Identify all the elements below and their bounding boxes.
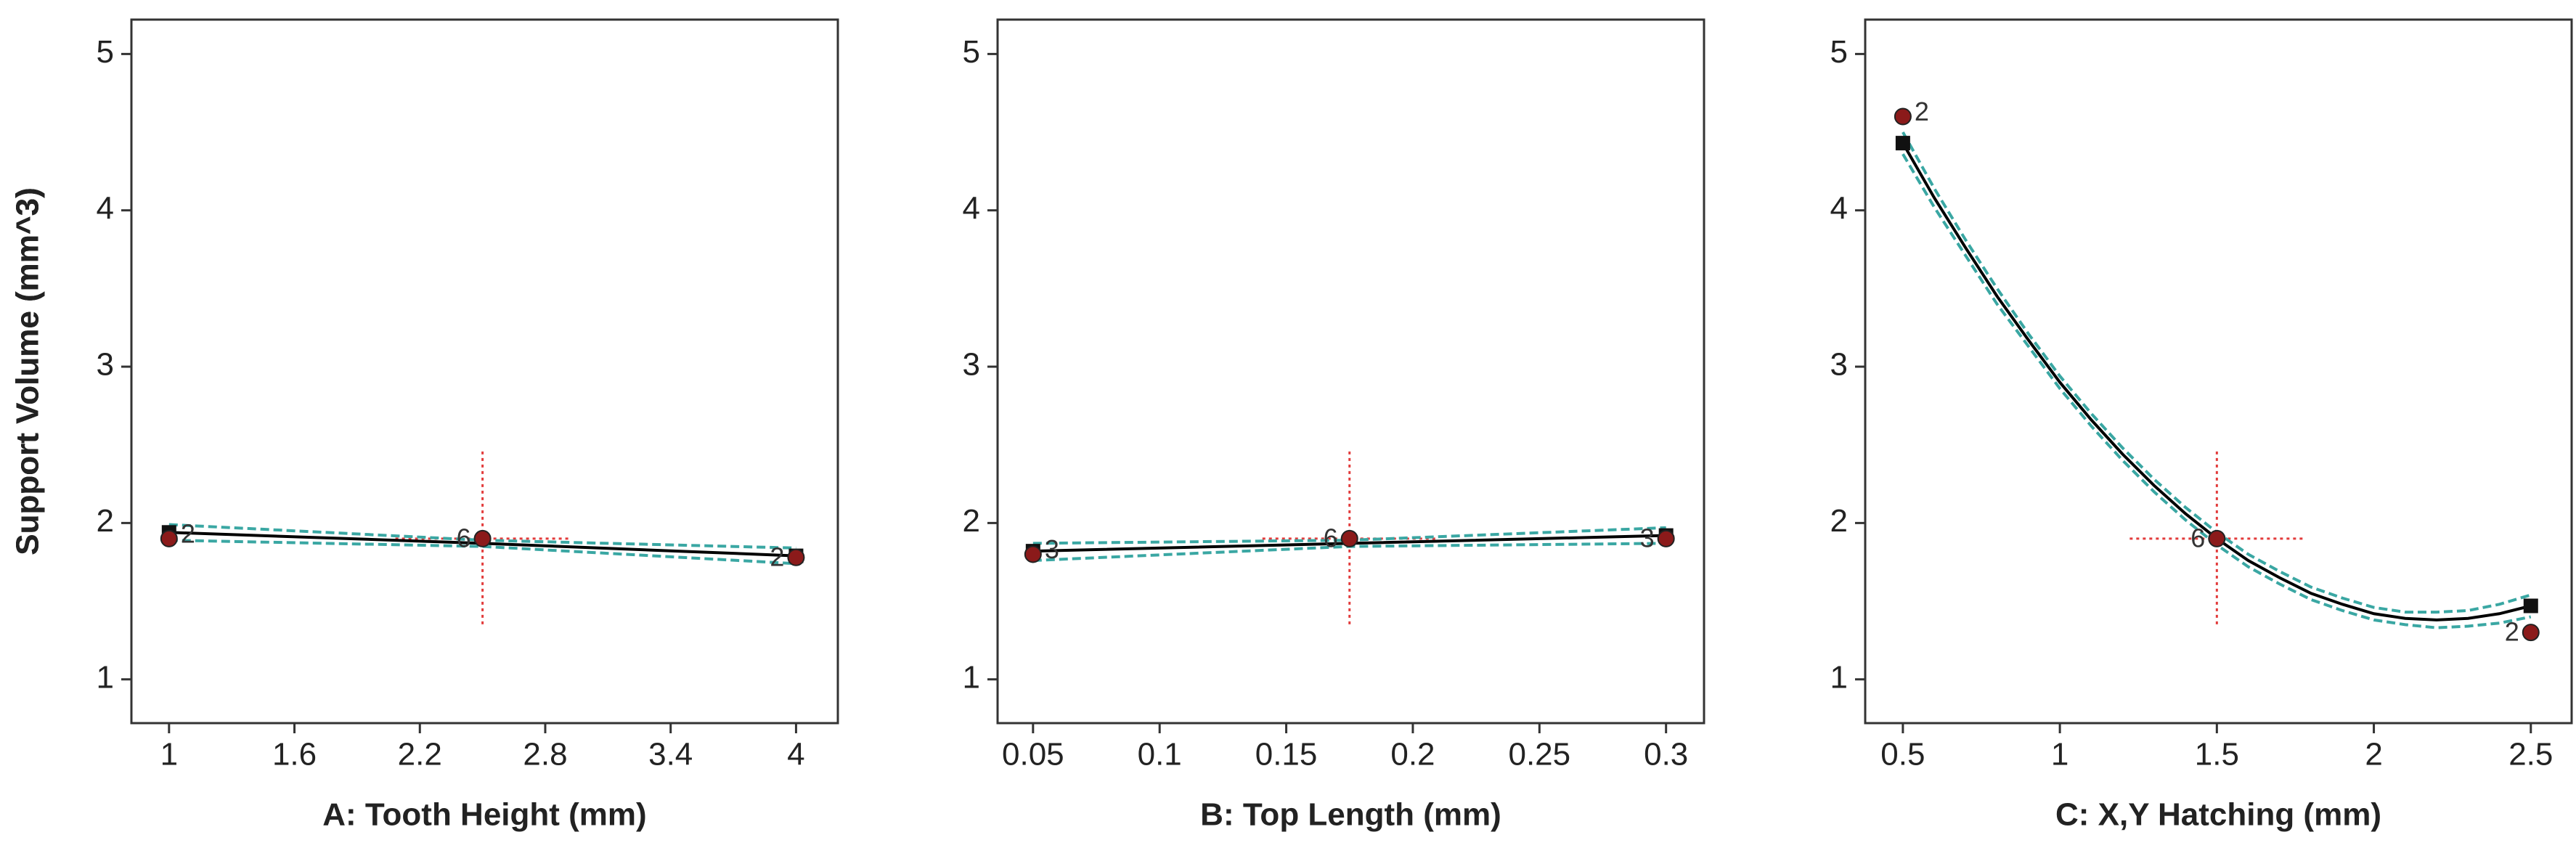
point-count: 2 bbox=[770, 542, 784, 571]
x-tick-label: 1.6 bbox=[272, 737, 317, 772]
x-axis-title: B: Top Length (mm) bbox=[1200, 797, 1501, 833]
y-tick-label: 1 bbox=[1830, 659, 1848, 695]
prediction-line bbox=[1902, 142, 2532, 621]
design-point bbox=[1340, 529, 1358, 547]
x-tick-label: 2.5 bbox=[2508, 737, 2553, 772]
x-tick-label: 2.8 bbox=[523, 737, 567, 772]
point-count: 2 bbox=[181, 518, 195, 548]
design-point bbox=[787, 548, 805, 566]
y-tick-label: 3 bbox=[963, 347, 980, 383]
y-tick-label: 1 bbox=[963, 659, 980, 695]
y-tick-label: 3 bbox=[1830, 347, 1848, 383]
y-tick-label: 5 bbox=[1830, 34, 1848, 70]
point-count: 2 bbox=[1915, 97, 1929, 126]
design-point bbox=[2208, 529, 2226, 547]
y-axis-title: Support Volume (mm^3) bbox=[10, 187, 46, 555]
x-tick-label: 4 bbox=[787, 737, 804, 772]
x-tick-label: 0.5 bbox=[1880, 737, 1925, 772]
x-tick-label: 1 bbox=[2051, 737, 2068, 772]
x-tick-label: 0.3 bbox=[1644, 737, 1688, 772]
design-point bbox=[160, 529, 178, 547]
point-count: 6 bbox=[2190, 523, 2205, 553]
point-count: 6 bbox=[1324, 523, 1338, 553]
x-tick-label: 1.5 bbox=[2195, 737, 2239, 772]
y-tick-label: 4 bbox=[963, 190, 980, 226]
point-count: 2 bbox=[2505, 617, 2519, 647]
x-tick-label: 0.15 bbox=[1255, 737, 1318, 772]
x-tick-label: 0.2 bbox=[1390, 737, 1435, 772]
x-tick-label: 0.1 bbox=[1138, 737, 1182, 772]
y-tick-label: 4 bbox=[97, 190, 114, 226]
y-tick-label: 2 bbox=[963, 503, 980, 539]
x-tick-label: 3.4 bbox=[648, 737, 693, 772]
y-tick-label: 1 bbox=[97, 659, 114, 695]
design-point bbox=[1657, 529, 1675, 547]
y-tick-label: 2 bbox=[1830, 503, 1848, 539]
x-tick-label: 0.25 bbox=[1508, 737, 1570, 772]
design-point bbox=[473, 529, 492, 547]
plot-frame bbox=[996, 18, 1705, 725]
y-tick-label: 2 bbox=[97, 503, 114, 539]
x-tick-label: 0.05 bbox=[1002, 737, 1064, 772]
y-tick-label: 5 bbox=[97, 34, 114, 70]
y-axis-title: Support Volume (mm^3) bbox=[10, 187, 46, 555]
y-tick-label: 4 bbox=[1830, 190, 1848, 226]
point-count: 3 bbox=[1045, 534, 1059, 564]
point-count: 3 bbox=[1640, 523, 1655, 553]
design-point bbox=[2522, 624, 2540, 642]
end-marker bbox=[1895, 136, 1910, 151]
panel: 1 2 3 4 5 0.5 1 1.5 2 2.5 C: X,Y Hatching (mm) Supp… bbox=[10, 18, 2573, 833]
panel: 1 2 3 4 5 1 1.6 2.2 2.8 3.4 4 A: Tooth Height (mm) S… bbox=[10, 18, 839, 833]
design-point bbox=[1894, 107, 1912, 126]
panel: 1 2 3 4 5 0.05 0.1 0.15 0.2 0.25 0.3 B: Top Length … bbox=[10, 18, 1705, 833]
plot-frame bbox=[130, 18, 839, 725]
y-tick-label: 5 bbox=[963, 34, 980, 70]
x-tick-label: 1 bbox=[160, 737, 178, 772]
end-marker bbox=[2523, 598, 2538, 613]
point-count: 6 bbox=[457, 523, 471, 553]
y-tick-label: 3 bbox=[97, 347, 114, 383]
x-tick-label: 2 bbox=[2365, 737, 2382, 772]
design-point bbox=[1024, 545, 1042, 563]
x-axis-title: C: X,Y Hatching (mm) bbox=[2055, 797, 2381, 833]
y-axis-title: Support Volume (mm^3) bbox=[10, 187, 46, 555]
plot-frame bbox=[1864, 18, 2573, 725]
x-axis-title: A: Tooth Height (mm) bbox=[322, 797, 646, 833]
x-tick-label: 2.2 bbox=[398, 737, 442, 772]
confidence-band bbox=[168, 539, 796, 566]
